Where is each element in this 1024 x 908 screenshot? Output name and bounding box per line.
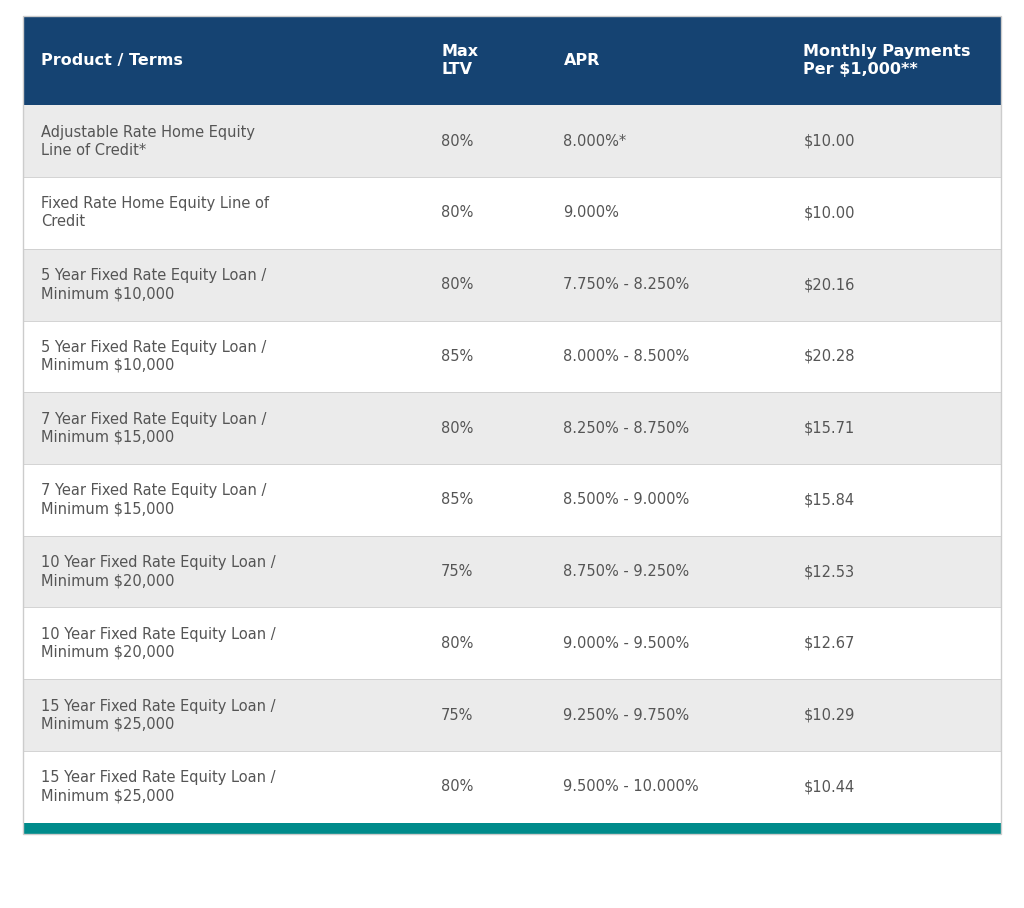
Text: $20.16: $20.16 (803, 277, 855, 292)
Bar (23, 16, 1001, 105)
Text: 75%: 75% (441, 564, 473, 579)
Bar (23, 536, 1001, 607)
Text: 8.250% - 8.750%: 8.250% - 8.750% (563, 420, 689, 436)
Bar (23, 464, 1001, 536)
Bar (23, 321, 1001, 392)
Text: $10.44: $10.44 (803, 779, 855, 794)
Text: APR: APR (563, 54, 600, 68)
Text: 5 Year Fixed Rate Equity Loan /
Minimum $10,000: 5 Year Fixed Rate Equity Loan / Minimum … (41, 268, 266, 301)
Text: 9.000% - 9.500%: 9.000% - 9.500% (563, 636, 690, 651)
Text: 9.500% - 10.000%: 9.500% - 10.000% (563, 779, 699, 794)
Bar (23, 249, 1001, 321)
Text: 85%: 85% (441, 492, 473, 508)
Text: 10 Year Fixed Rate Equity Loan /
Minimum $20,000: 10 Year Fixed Rate Equity Loan / Minimum… (41, 627, 275, 660)
Text: $10.00: $10.00 (803, 205, 855, 221)
Text: $10.00: $10.00 (803, 133, 855, 149)
Text: 7 Year Fixed Rate Equity Loan /
Minimum $15,000: 7 Year Fixed Rate Equity Loan / Minimum … (41, 483, 266, 517)
Text: $12.53: $12.53 (803, 564, 854, 579)
Text: 15 Year Fixed Rate Equity Loan /
Minimum $25,000: 15 Year Fixed Rate Equity Loan / Minimum… (41, 698, 275, 732)
Text: 8.500% - 9.000%: 8.500% - 9.000% (563, 492, 690, 508)
Text: 8.750% - 9.250%: 8.750% - 9.250% (563, 564, 689, 579)
Text: 75%: 75% (441, 707, 473, 723)
Text: 15 Year Fixed Rate Equity Loan /
Minimum $25,000: 15 Year Fixed Rate Equity Loan / Minimum… (41, 770, 275, 804)
Text: 80%: 80% (441, 205, 473, 221)
Text: 8.000% - 8.500%: 8.000% - 8.500% (563, 349, 690, 364)
Text: 80%: 80% (441, 133, 473, 149)
Text: 80%: 80% (441, 779, 473, 794)
Bar (23, 679, 1001, 751)
Text: 80%: 80% (441, 636, 473, 651)
Text: Monthly Payments
Per $1,000**: Monthly Payments Per $1,000** (803, 44, 971, 77)
Bar (23, 607, 1001, 679)
Bar (23, 392, 1001, 464)
Text: Product / Terms: Product / Terms (41, 54, 183, 68)
Text: 10 Year Fixed Rate Equity Loan /
Minimum $20,000: 10 Year Fixed Rate Equity Loan / Minimum… (41, 555, 275, 588)
Bar (23, 105, 1001, 177)
Text: Adjustable Rate Home Equity
Line of Credit*: Adjustable Rate Home Equity Line of Cred… (41, 124, 255, 158)
Bar (23, 177, 1001, 249)
Text: $12.67: $12.67 (803, 636, 855, 651)
Text: $10.29: $10.29 (803, 707, 855, 723)
Text: Max
LTV: Max LTV (441, 44, 478, 77)
Text: $15.71: $15.71 (803, 420, 855, 436)
Text: 85%: 85% (441, 349, 473, 364)
Text: 80%: 80% (441, 277, 473, 292)
Text: 7.750% - 8.250%: 7.750% - 8.250% (563, 277, 690, 292)
Bar (23, 823, 1001, 834)
Text: $20.28: $20.28 (803, 349, 855, 364)
Text: 80%: 80% (441, 420, 473, 436)
Text: Fixed Rate Home Equity Line of
Credit: Fixed Rate Home Equity Line of Credit (41, 196, 269, 230)
Text: 9.000%: 9.000% (563, 205, 620, 221)
Text: 9.250% - 9.750%: 9.250% - 9.750% (563, 707, 689, 723)
Text: 7 Year Fixed Rate Equity Loan /
Minimum $15,000: 7 Year Fixed Rate Equity Loan / Minimum … (41, 411, 266, 445)
Bar (23, 751, 1001, 823)
Text: 8.000%*: 8.000%* (563, 133, 627, 149)
Text: 5 Year Fixed Rate Equity Loan /
Minimum $10,000: 5 Year Fixed Rate Equity Loan / Minimum … (41, 340, 266, 373)
Text: $15.84: $15.84 (803, 492, 854, 508)
